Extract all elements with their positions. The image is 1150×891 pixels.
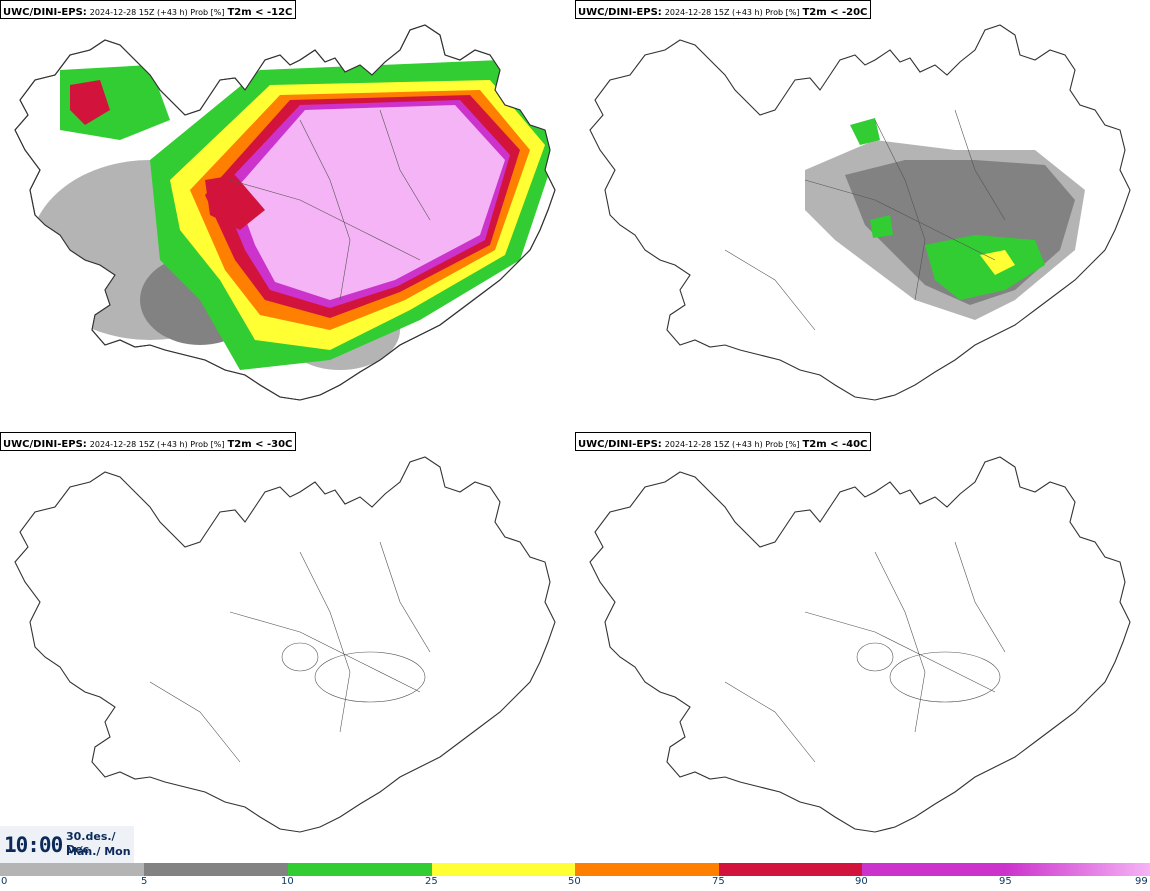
probability-fill — [805, 118, 1085, 320]
panel-header: UWC/DINI-EPS: 2024-12-28 15Z (+43 h) Prob… — [575, 432, 872, 451]
run-info: 2024-12-28 15Z (+43 h) Prob [%] — [89, 8, 225, 17]
model-name: UWC/DINI-EPS — [578, 439, 658, 450]
colorbar-label: 95 — [999, 876, 1012, 887]
valid-time: 10:00 — [4, 833, 63, 857]
coastline-outline — [14, 24, 556, 401]
colorbar-label: 50 — [568, 876, 581, 887]
probability-colorbar — [0, 862, 1150, 878]
colorbar-label: 0 — [1, 876, 8, 887]
colorbar-label: 75 — [712, 876, 725, 887]
panel-header: UWC/DINI-EPS: 2024-12-28 15Z (+43 h) Prob… — [0, 432, 297, 451]
probability-fill — [30, 60, 555, 370]
colorbar-segment — [144, 863, 288, 876]
panel-header: UWC/DINI-EPS: 2024-12-28 15Z (+43 h) Prob… — [575, 0, 872, 19]
map-panel-t2m-minus-20: UWC/DINI-EPS: 2024-12-28 15Z (+43 h) Prob… — [575, 0, 1150, 430]
glacier-outline — [314, 651, 426, 703]
model-name: UWC/DINI-EPS — [3, 7, 83, 18]
variable-label: T2m < -20C — [802, 7, 868, 18]
run-info: 2024-12-28 15Z (+43 h) Prob [%] — [89, 440, 225, 449]
variable-label: T2m < -12C — [227, 7, 293, 18]
valid-weekday: Mán./ Mon — [66, 845, 131, 858]
run-info: 2024-12-28 15Z (+43 h) Prob [%] — [664, 8, 800, 17]
map-panel-t2m-minus-12: UWC/DINI-EPS: 2024-12-28 15Z (+43 h) Prob… — [0, 0, 575, 430]
glacier-outline — [281, 642, 319, 672]
coastline-outline — [589, 456, 1131, 833]
colorbar-label: 90 — [855, 876, 868, 887]
colorbar-segment — [862, 863, 1006, 876]
panel-header: UWC/DINI-EPS: 2024-12-28 15Z (+43 h) Prob… — [0, 0, 297, 19]
colorbar-segment — [1006, 863, 1150, 876]
map-iceland-minus-12 — [14, 24, 556, 401]
colorbar-segment — [432, 863, 575, 876]
variable-label: T2m < -40C — [802, 439, 868, 450]
glacier-outline — [889, 651, 1001, 703]
map-panel-t2m-minus-30: UWC/DINI-EPS: 2024-12-28 15Z (+43 h) Prob… — [0, 432, 575, 862]
model-name: UWC/DINI-EPS — [578, 7, 658, 18]
region-borders — [149, 541, 431, 763]
coastline-outline — [589, 24, 1131, 401]
colorbar-label: 25 — [425, 876, 438, 887]
region-borders — [724, 541, 1006, 763]
map-iceland-minus-40 — [589, 456, 1131, 833]
valid-date: 30.des./ Dec — [66, 830, 116, 856]
coastline-outline — [14, 456, 556, 833]
variable-label: T2m < -30C — [227, 439, 293, 450]
colorbar-label: 99 — [1135, 876, 1148, 887]
colorbar-segment — [719, 863, 862, 876]
valid-time-box: 10:00 30.des./ Dec Mán./ Mon — [0, 826, 134, 864]
region-borders — [229, 109, 431, 301]
model-name: UWC/DINI-EPS — [3, 439, 83, 450]
colorbar-segment — [0, 863, 144, 876]
colorbar-segment — [575, 863, 719, 876]
colorbar-label: 10 — [281, 876, 294, 887]
map-panel-t2m-minus-40: UWC/DINI-EPS: 2024-12-28 15Z (+43 h) Prob… — [575, 432, 1150, 862]
colorbar-label: 5 — [141, 876, 148, 887]
glacier-outline — [856, 642, 894, 672]
region-borders — [724, 109, 1006, 331]
run-info: 2024-12-28 15Z (+43 h) Prob [%] — [664, 440, 800, 449]
map-iceland-minus-30 — [14, 456, 556, 833]
map-iceland-minus-20 — [589, 24, 1131, 401]
colorbar-segment — [288, 863, 432, 876]
